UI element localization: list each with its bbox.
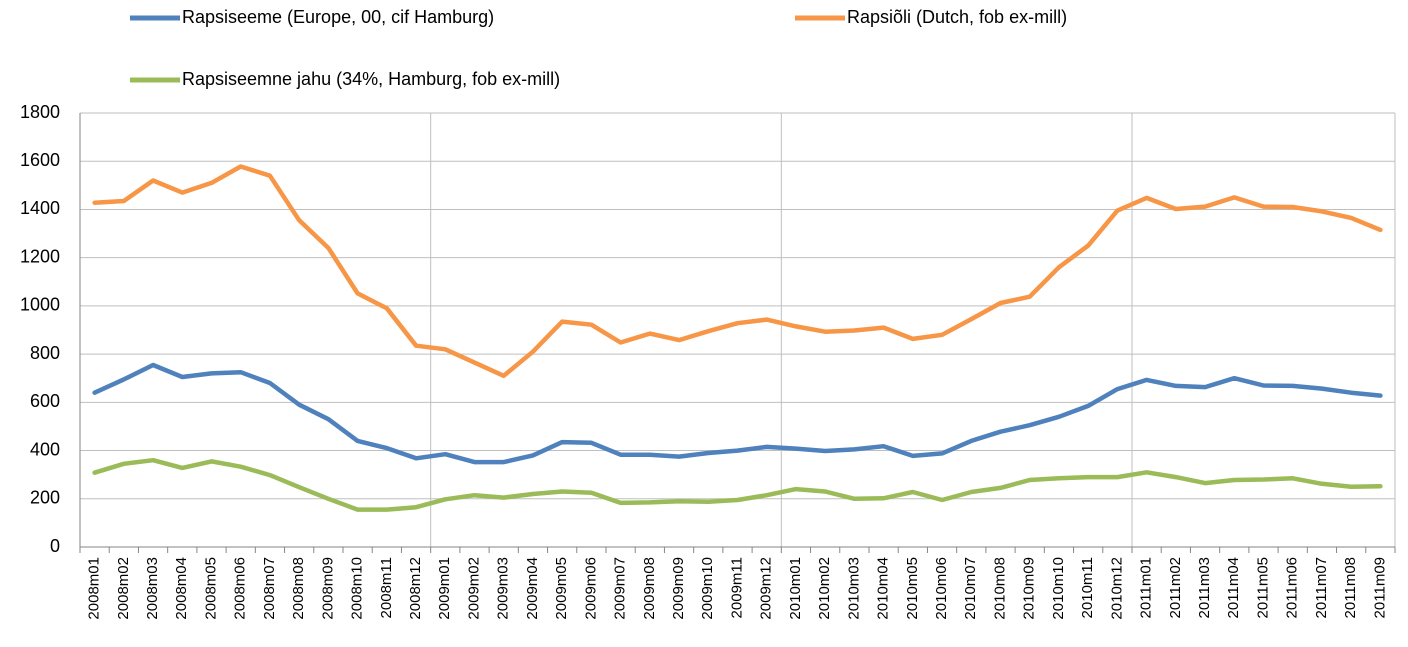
y-tick-label: 1800: [20, 102, 60, 122]
x-tick-label: 2010m11: [1079, 557, 1096, 618]
y-tick-label: 1200: [20, 246, 60, 266]
y-tick-label: 1600: [20, 150, 60, 170]
x-tick-label: 2009m12: [758, 557, 775, 620]
x-tick-label: 2011m02: [1167, 557, 1184, 618]
y-tick-label: 0: [50, 536, 60, 556]
x-tick-label: 2010m08: [991, 557, 1008, 620]
series-line: [92, 457, 1383, 512]
x-tick-label: 2009m05: [553, 557, 570, 620]
x-tick-label: 2010m03: [845, 557, 862, 620]
x-tick-label: 2008m02: [115, 557, 132, 620]
x-tick-label: 2008m01: [86, 557, 103, 620]
x-tick-label: 2008m08: [290, 557, 307, 620]
x-tick-label: 2010m06: [933, 557, 950, 620]
x-tick-label: 2011m04: [1225, 557, 1242, 618]
legend-label: Rapsiõli (Dutch, fob ex-mill): [847, 7, 1067, 27]
x-tick-label: 2010m02: [816, 557, 833, 620]
x-tick-label: 2010m05: [904, 557, 921, 620]
x-tick-label: 2009m08: [641, 557, 658, 620]
x-tick-label: 2009m04: [524, 557, 541, 620]
x-tick-label: 2011m05: [1254, 557, 1271, 618]
x-tick-label: 2009m06: [582, 557, 599, 620]
x-tick-label: 2008m07: [261, 557, 278, 620]
x-tick-label: 2009m11: [728, 557, 745, 618]
y-tick-label: 800: [30, 343, 60, 363]
legend-label: Rapsiseeme (Europe, 00, cif Hamburg): [182, 7, 494, 27]
x-tick-label: 2009m09: [670, 557, 687, 620]
x-tick-label: 2011m03: [1196, 557, 1213, 618]
legend-label: Rapsiseemne jahu (34%, Hamburg, fob ex-m…: [182, 69, 560, 89]
x-tick-label: 2009m02: [465, 557, 482, 620]
x-tick-label: 2011m06: [1284, 557, 1301, 618]
x-tick-label: 2008m09: [319, 557, 336, 620]
x-tick-label: 2011m09: [1371, 557, 1388, 618]
x-tick-label: 2008m06: [232, 557, 249, 620]
x-tick-label: 2011m08: [1342, 557, 1359, 618]
series-line: [92, 164, 1383, 379]
x-tick-label: 2009m01: [436, 557, 453, 620]
x-tick-label: 2009m03: [495, 557, 512, 620]
x-tick-label: 2010m01: [787, 557, 804, 620]
x-tick-label: 2008m03: [144, 557, 161, 620]
x-tick-label: 2010m12: [1108, 557, 1125, 620]
x-tick-label: 2010m04: [875, 557, 892, 620]
x-tick-label: 2008m04: [173, 557, 190, 620]
x-tick-label: 2008m05: [202, 557, 219, 620]
x-tick-label: 2011m01: [1138, 557, 1155, 618]
y-tick-label: 600: [30, 391, 60, 411]
y-tick-label: 1400: [20, 198, 60, 218]
x-tick-label: 2009m10: [699, 557, 716, 620]
x-tick-label: 2010m07: [962, 557, 979, 620]
y-tick-label: 400: [30, 439, 60, 459]
x-tick-label: 2008m12: [407, 557, 424, 620]
x-tick-label: 2010m09: [1021, 557, 1038, 620]
x-tick-label: 2008m10: [349, 557, 366, 620]
x-tick-label: 2008m11: [378, 557, 395, 618]
x-tick-label: 2011m07: [1313, 557, 1330, 618]
y-tick-label: 200: [30, 488, 60, 508]
x-tick-label: 2009m07: [612, 557, 629, 620]
series-line: [92, 362, 1383, 465]
y-tick-label: 1000: [20, 295, 60, 315]
x-tick-label: 2010m10: [1050, 557, 1067, 620]
